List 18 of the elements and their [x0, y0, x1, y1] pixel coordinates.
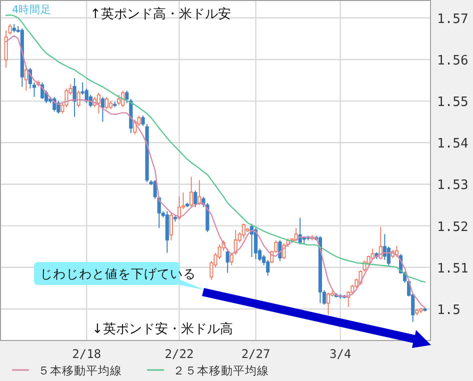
x-tick-label: 3/4	[330, 347, 352, 361]
y-tick-label: 1.57	[437, 12, 468, 27]
annotation: じわじわと値を下げている	[40, 266, 196, 281]
y-tick-label: 1.53	[437, 178, 468, 194]
annotation: ↓英ポンド安・米ドル高	[92, 321, 233, 337]
y-tick-label: 1.5	[437, 302, 460, 318]
y-tick-label: 1.54	[437, 136, 468, 152]
annotation: ↑英ポンド高・米ドル安	[90, 6, 231, 22]
legend-label: ２５本移動平均線	[173, 364, 269, 378]
x-tick-label: 2/27	[241, 347, 270, 361]
annotation: 4時間足	[12, 3, 52, 16]
y-tick-label: 1.52	[437, 220, 468, 235]
y-tick-label: 1.55	[437, 95, 468, 110]
y-tick-label: 1.56	[437, 53, 468, 68]
x-tick-label: 2/22	[164, 347, 194, 361]
legend-label: ５本移動平均線	[38, 364, 122, 378]
x-tick-label: 2/18	[72, 347, 102, 361]
y-tick-label: 1.51	[437, 261, 468, 276]
